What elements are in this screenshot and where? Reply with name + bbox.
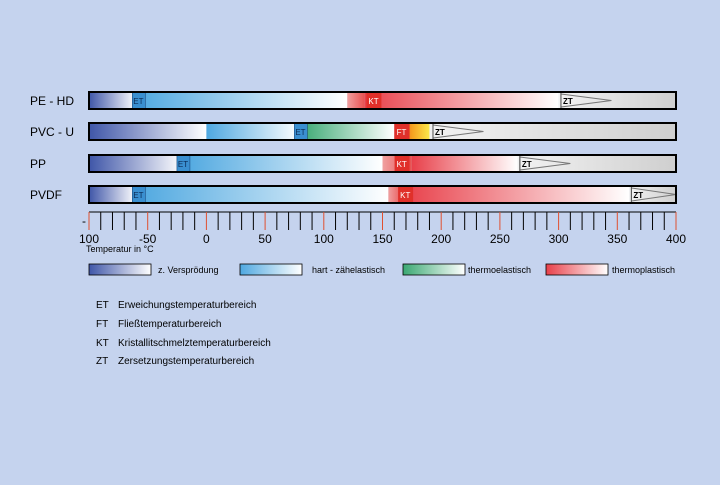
- range-segment: [89, 155, 183, 172]
- abbreviation-text: Kristallitschmelztemperaturbereich: [118, 338, 271, 349]
- marker-label: ZT: [435, 128, 445, 137]
- tick-label: 0: [203, 232, 210, 246]
- marker-label: ZT: [522, 160, 532, 169]
- abbreviation-text: Zersetzungstemperaturbereich: [118, 356, 255, 367]
- range-segment: [403, 186, 630, 203]
- polymer-row: PVC - U ET FT ZT: [30, 122, 677, 141]
- range-segment: [182, 155, 383, 172]
- abbreviation-code: FT: [96, 319, 109, 330]
- marker-label: ET: [133, 97, 143, 106]
- abbreviation-code: ET: [96, 300, 109, 311]
- marker-label: ZT: [633, 191, 643, 200]
- axis-title: Temperatur in °C: [86, 244, 154, 254]
- bar-outline: [88, 122, 677, 141]
- abbreviation-zt: ZT Zersetzungstemperaturbereich: [96, 356, 254, 367]
- tick-label: -50: [139, 232, 157, 246]
- polymer-row: PVDF ET KT ZT: [30, 185, 677, 204]
- abbreviation-code: KT: [96, 338, 109, 349]
- marker-label: ET: [178, 160, 188, 169]
- legend-swatch-thermoelastic: [402, 263, 466, 276]
- row-label: PVC - U: [30, 125, 74, 139]
- marker-box: [394, 155, 410, 172]
- range-segment: [206, 123, 301, 140]
- marker-box: [394, 123, 410, 140]
- marker-label: KT: [368, 97, 378, 106]
- abbreviation-kt: KT Kristallitschmelztemperaturbereich: [96, 338, 271, 349]
- marker-box: [366, 92, 382, 109]
- range-segment: [89, 186, 136, 203]
- legend-label-thermoplastic: thermoplastisch: [612, 265, 676, 275]
- marker-label: KT: [400, 191, 410, 200]
- tick-label: 400: [666, 232, 686, 246]
- marker-label: ET: [295, 128, 305, 137]
- marker-label: FT: [397, 128, 407, 137]
- marker-label: KT: [397, 160, 407, 169]
- bar-outline: [88, 185, 677, 204]
- legend-label-hard: hart - zähelastisch: [312, 265, 386, 275]
- abbreviation-text: Erweichungstemperaturbereich: [118, 300, 257, 311]
- tick-label: 50: [258, 232, 272, 246]
- abbreviation-text: Fließtemperaturbereich: [118, 319, 222, 330]
- abbreviation-code: ZT: [96, 356, 109, 367]
- legend-swatch-thermoplastic: [545, 263, 609, 276]
- bar-outline: [88, 91, 677, 110]
- tick-label: 300: [549, 232, 569, 246]
- tick-label: 250: [490, 232, 510, 246]
- legend-label-thermoelastic: thermoelastisch: [468, 265, 532, 275]
- row-label: PE - HD: [30, 94, 74, 108]
- range-segment: [411, 155, 518, 172]
- range-segment: [364, 92, 559, 109]
- range-segment: [429, 123, 676, 140]
- bar-outline: [88, 154, 677, 173]
- polymer-row: PE - HD ET KT ZT: [30, 91, 677, 110]
- tick-label: 150: [372, 232, 392, 246]
- range-segment: [135, 92, 348, 109]
- row-label: PP: [30, 157, 46, 171]
- range-segment: [135, 186, 389, 203]
- range-segment: [517, 155, 676, 172]
- marker-box: [398, 186, 414, 203]
- axis-minus-sign: -: [82, 214, 86, 228]
- range-segment: [89, 123, 207, 140]
- tick-label: 100: [314, 232, 334, 246]
- range-segment: [558, 92, 676, 109]
- legend-swatch-brittle: [88, 263, 152, 276]
- polymer-row: PP ET KT ZT: [30, 154, 677, 173]
- legend-swatch-hard: [239, 263, 303, 276]
- abbreviation-ft: FT Fließtemperaturbereich: [96, 319, 221, 330]
- tick-label: 350: [607, 232, 627, 246]
- marker-label: ET: [133, 191, 143, 200]
- abbreviation-et: ET Erweichungstemperaturbereich: [96, 300, 256, 311]
- range-segment: [300, 123, 395, 140]
- range-segment: [629, 186, 676, 203]
- range-segment: [347, 92, 365, 109]
- legend-label-brittle: z. Versprödung: [158, 265, 219, 275]
- tick-label: 200: [431, 232, 451, 246]
- tick-label: 100: [79, 232, 99, 246]
- range-segment: [89, 92, 136, 109]
- row-label: PVDF: [30, 188, 62, 202]
- marker-label: ZT: [563, 97, 573, 106]
